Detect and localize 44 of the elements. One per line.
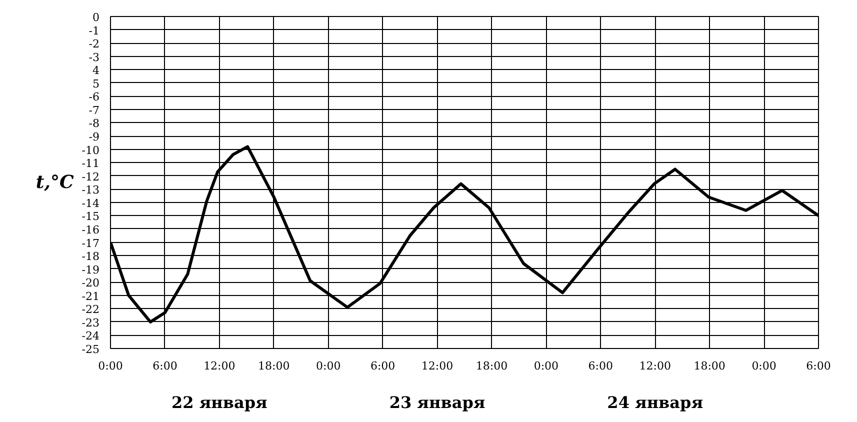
y-tick-label: -23: [82, 316, 100, 330]
y-tick-label: -3: [88, 50, 100, 64]
y-tick-label: -18: [82, 250, 100, 264]
y-tick-label: -8: [88, 117, 100, 130]
x-tick-label: 12:00: [639, 360, 671, 372]
x-tick-label: 0:00: [98, 360, 123, 372]
y-tick-label: -9: [88, 130, 100, 144]
y-tick-label: -24: [82, 330, 100, 343]
y-tick-label: -2: [88, 38, 100, 51]
y-tick-label: -19: [82, 263, 100, 276]
text: 24 января: [607, 393, 704, 412]
y-tick-label: -25: [82, 343, 100, 356]
y-tick-label: -17: [82, 236, 100, 250]
x-tick-label: 0:00: [534, 360, 559, 372]
y-tick-label: -15: [82, 210, 100, 224]
y-tick-label: -20: [82, 276, 100, 290]
y-tick-label: -16: [82, 223, 100, 236]
x-tick-label: 6:00: [806, 360, 831, 372]
y-tick-label: -22: [82, 303, 100, 316]
y-tick-label: -12: [82, 170, 100, 184]
y-tick-label: 5: [92, 77, 100, 90]
x-tick-label: 18:00: [258, 360, 290, 372]
y-tick-label: -6: [88, 90, 100, 104]
y-tick-label: -10: [82, 144, 100, 157]
y-tick-label: -11: [82, 157, 100, 170]
text: 22 января: [171, 393, 268, 412]
x-tick-label: 6:00: [152, 360, 178, 372]
x-tick-label: 18:00: [694, 360, 726, 372]
text: 23 января: [389, 393, 486, 412]
x-tick-label: 18:00: [476, 360, 508, 372]
y-tick-label: -1: [88, 24, 100, 38]
y-tick-label: -21: [82, 290, 100, 303]
x-tick-label: 12:00: [421, 360, 454, 372]
x-tick-label: 6:00: [370, 360, 396, 372]
x-tick-label: 6:00: [588, 360, 614, 372]
y-tick-label: 0: [92, 11, 100, 24]
y-tick-label: -7: [88, 104, 100, 117]
y-axis-title: t,°C: [36, 172, 74, 193]
y-tick-label: -13: [82, 184, 100, 197]
y-tick-label: -14: [82, 196, 100, 210]
x-tick-label: 12:00: [204, 360, 236, 372]
x-tick-label: 0:00: [316, 360, 341, 372]
x-tick-label: 0:00: [752, 360, 776, 372]
y-tick-label: 4: [92, 64, 100, 78]
